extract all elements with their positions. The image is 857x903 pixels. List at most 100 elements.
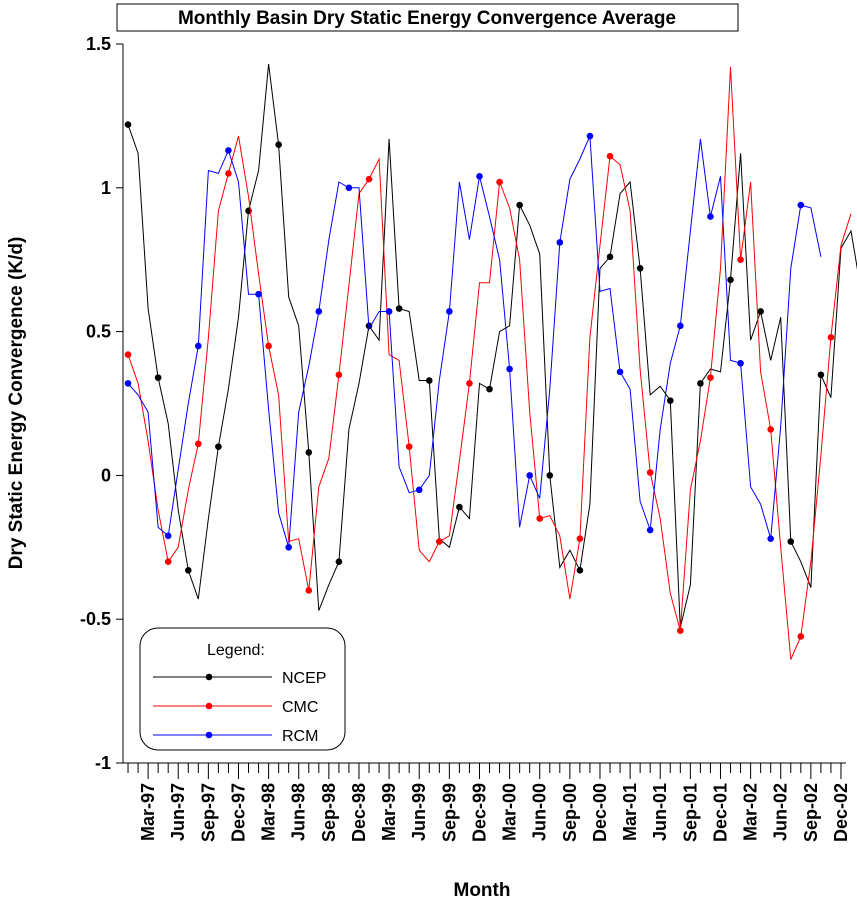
y-tick-label: 1	[101, 178, 111, 198]
data-point-cmc	[305, 587, 313, 594]
data-point-rcm	[797, 201, 805, 209]
data-point-cmc	[365, 175, 373, 183]
legend-box	[139, 627, 346, 751]
x-tick-label: Sep-00	[560, 783, 580, 842]
x-tick-label: Mar-98	[259, 783, 279, 841]
chart-title: Monthly Basin Dry Static Energy Converge…	[178, 8, 676, 29]
data-point-cmc	[466, 380, 473, 387]
x-tick-label: Sep-97	[198, 783, 218, 842]
series-line-cmc	[127, 66, 852, 660]
data-point-cmc	[335, 371, 343, 379]
data-point-cmc	[797, 633, 805, 640]
data-point-ncep	[817, 371, 825, 379]
data-point-rcm	[446, 308, 453, 315]
data-point-ncep	[666, 397, 674, 404]
data-point-cmc	[225, 170, 232, 177]
data-point-cmc	[405, 443, 413, 450]
x-tick-label: Sep-99	[439, 783, 459, 842]
legend: Legend: NCEP CMC RCM	[139, 627, 346, 751]
data-point-cmc	[124, 351, 132, 358]
title-box	[116, 3, 739, 32]
data-point-ncep	[154, 374, 162, 381]
data-point-rcm	[707, 213, 714, 220]
data-point-ncep	[787, 538, 795, 545]
data-point-rcm	[225, 147, 232, 154]
x-tick-label: Dec-99	[469, 783, 489, 842]
data-point-cmc	[576, 535, 584, 542]
data-point-cmc	[265, 342, 272, 350]
data-point-cmc	[164, 558, 172, 565]
data-point-ncep	[727, 276, 734, 284]
legend-marker-rcm	[205, 731, 213, 739]
data-point-cmc	[195, 440, 202, 448]
data-point-ncep	[697, 380, 704, 387]
x-axis-label: Month	[454, 880, 511, 901]
data-point-rcm	[315, 308, 323, 315]
y-tick-label: 1.5	[86, 34, 111, 54]
legend-label-cmc: CMC	[282, 699, 318, 716]
data-point-rcm	[124, 380, 132, 387]
legend-entries: NCEP CMC RCM	[153, 670, 326, 745]
data-point-ncep	[636, 265, 644, 272]
data-point-ncep	[425, 377, 433, 384]
data-point-rcm	[646, 526, 654, 534]
data-point-rcm	[677, 322, 684, 330]
x-tick-label: Mar-02	[741, 783, 761, 841]
x-tick-label: Dec-01	[710, 783, 730, 842]
data-point-rcm	[476, 172, 483, 180]
x-tick-label: Jun-98	[289, 783, 309, 841]
legend-label-ncep: NCEP	[282, 670, 326, 687]
data-point-rcm	[616, 368, 624, 376]
data-point-cmc	[646, 469, 654, 476]
data-point-rcm	[164, 532, 172, 540]
y-tick-label: 0	[101, 465, 111, 485]
x-tick-label: Dec-97	[228, 783, 248, 842]
data-point-ncep	[305, 449, 313, 456]
data-point-cmc	[606, 152, 614, 160]
y-ticks: 1.5 1 0.5 0 -0.5 -1	[80, 34, 123, 773]
data-point-cmc	[677, 627, 684, 635]
y-tick-label: -0.5	[80, 609, 111, 629]
x-tick-label: Mar-01	[620, 783, 640, 841]
data-point-ncep	[757, 308, 764, 315]
data-point-ncep	[606, 253, 614, 261]
data-point-ncep	[486, 385, 493, 393]
data-point-cmc	[436, 538, 443, 545]
data-point-rcm	[526, 472, 533, 479]
data-point-cmc	[827, 334, 835, 341]
data-point-rcm	[255, 290, 262, 298]
series-layer	[124, 64, 857, 660]
x-tick-label: Mar-00	[500, 783, 520, 841]
x-tick-label: Jun-97	[168, 783, 188, 841]
legend-title: Legend:	[207, 642, 265, 659]
legend-label-rcm: RCM	[282, 728, 318, 745]
data-point-rcm	[385, 308, 393, 315]
x-tick-label: Sep-98	[319, 783, 339, 842]
data-point-cmc	[707, 374, 714, 381]
data-point-ncep	[335, 558, 343, 565]
data-point-rcm	[285, 544, 292, 551]
legend-marker-cmc	[205, 702, 213, 710]
legend-marker-ncep	[205, 673, 213, 681]
x-tick-label: Dec-00	[590, 783, 610, 842]
data-point-cmc	[767, 426, 774, 433]
x-tick-label: Jun-01	[650, 783, 670, 841]
data-point-cmc	[737, 256, 744, 264]
x-tick-label: Jun-99	[409, 783, 429, 841]
data-point-rcm	[556, 239, 564, 246]
x-tick-label: Mar-99	[379, 783, 399, 841]
series-line-rcm	[127, 135, 822, 548]
data-point-rcm	[586, 132, 594, 140]
x-ticks: Mar-97 Jun-97 Sep-97 Dec-97 Mar-98 Jun-98 Sep-…	[127, 763, 851, 842]
data-point-rcm	[415, 486, 423, 494]
x-tick-label: Jun-00	[530, 783, 550, 841]
data-point-rcm	[506, 365, 513, 373]
data-point-ncep	[516, 201, 523, 209]
data-point-cmc	[536, 515, 544, 522]
x-tick-label: Dec-02	[831, 783, 851, 842]
y-tick-label: -1	[95, 753, 111, 773]
data-point-ncep	[124, 121, 132, 128]
x-tick-label: Jun-02	[771, 783, 791, 841]
axes	[122, 44, 846, 764]
